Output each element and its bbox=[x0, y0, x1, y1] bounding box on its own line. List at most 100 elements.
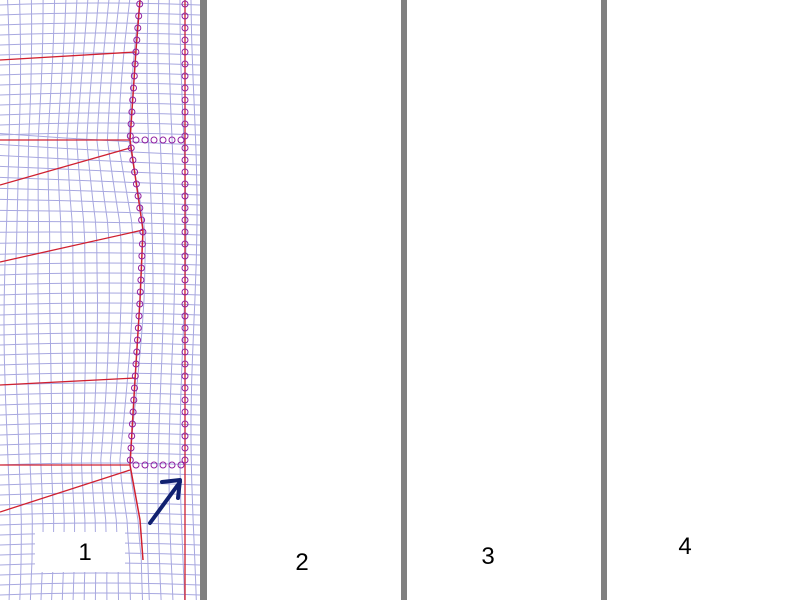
mesh-line bbox=[407, 93, 607, 95]
control-point bbox=[540, 181, 546, 187]
control-point bbox=[349, 137, 355, 143]
control-point bbox=[746, 217, 752, 223]
control-point bbox=[589, 13, 595, 19]
control-point bbox=[789, 1, 795, 7]
mesh-line bbox=[407, 242, 607, 245]
mesh-line bbox=[207, 242, 407, 245]
mesh-line bbox=[407, 188, 607, 195]
mesh-line bbox=[607, 123, 800, 125]
mesh-line bbox=[607, 523, 800, 525]
control-point bbox=[542, 337, 548, 343]
control-point bbox=[339, 385, 345, 391]
control-point bbox=[749, 462, 755, 468]
mesh-line bbox=[0, 572, 200, 576]
mesh-line bbox=[407, 333, 607, 335]
control-point bbox=[389, 337, 395, 343]
mesh-line bbox=[607, 113, 800, 115]
divider bbox=[601, 0, 607, 600]
mesh-line bbox=[0, 502, 200, 506]
mesh-line bbox=[455, 0, 462, 600]
mesh-line bbox=[407, 166, 607, 175]
control-point bbox=[181, 324, 189, 332]
mesh-line bbox=[207, 103, 407, 105]
mesh-line bbox=[207, 503, 407, 505]
mesh-line bbox=[207, 188, 407, 195]
control-point bbox=[740, 181, 746, 187]
mesh-line bbox=[407, 353, 607, 355]
control-point bbox=[740, 137, 746, 143]
control-point bbox=[338, 85, 344, 91]
control-point bbox=[346, 217, 352, 223]
control-point bbox=[385, 462, 391, 468]
control-point bbox=[545, 277, 551, 283]
block-edge bbox=[129, 0, 144, 561]
mesh-line bbox=[0, 362, 200, 366]
mesh-line bbox=[514, 0, 528, 600]
mesh-line bbox=[407, 313, 607, 315]
control-point bbox=[141, 136, 149, 144]
mesh-line bbox=[407, 513, 607, 515]
control-point bbox=[340, 462, 346, 468]
mesh-line bbox=[536, 0, 552, 600]
control-point bbox=[181, 192, 189, 200]
mesh-line bbox=[607, 23, 800, 25]
mesh-line bbox=[207, 433, 407, 435]
mesh-line bbox=[365, 0, 371, 600]
mesh-line bbox=[207, 353, 407, 355]
control-point bbox=[576, 137, 582, 143]
label-box bbox=[438, 536, 528, 576]
control-point bbox=[389, 289, 395, 295]
control-point bbox=[181, 384, 189, 392]
control-point bbox=[389, 181, 395, 187]
control-point bbox=[789, 109, 795, 115]
control-point bbox=[589, 457, 595, 463]
mesh-line bbox=[207, 523, 407, 525]
control-point bbox=[734, 457, 740, 463]
control-point bbox=[168, 136, 176, 144]
block-edge bbox=[207, 148, 337, 185]
control-point bbox=[789, 409, 795, 415]
control-point bbox=[134, 324, 142, 332]
control-point bbox=[743, 313, 749, 319]
control-point bbox=[589, 349, 595, 355]
mesh-line bbox=[611, 0, 617, 600]
control-point bbox=[136, 288, 144, 296]
mesh-line bbox=[407, 423, 607, 425]
mesh-line bbox=[411, 0, 417, 600]
mesh-line bbox=[607, 423, 800, 425]
mesh-line bbox=[407, 221, 607, 225]
block-edge bbox=[0, 469, 131, 513]
mesh-line bbox=[407, 73, 607, 75]
mesh-line bbox=[207, 293, 407, 295]
block-edge bbox=[407, 148, 537, 185]
control-point bbox=[589, 277, 595, 283]
control-point bbox=[128, 420, 136, 428]
control-point bbox=[589, 49, 595, 55]
control-point bbox=[745, 277, 751, 283]
mesh-line bbox=[56, 0, 67, 600]
mesh-line bbox=[234, 0, 240, 600]
mesh-line bbox=[76, 0, 89, 600]
control-point bbox=[789, 445, 795, 451]
control-point bbox=[181, 288, 189, 296]
control-point bbox=[789, 157, 795, 163]
mesh-line bbox=[407, 199, 607, 205]
mesh-line bbox=[207, 583, 407, 585]
control-point bbox=[589, 229, 595, 235]
control-point bbox=[181, 420, 189, 428]
control-point bbox=[746, 253, 752, 259]
control-point bbox=[349, 462, 355, 468]
control-point bbox=[181, 36, 189, 44]
mesh-line bbox=[607, 303, 800, 305]
control-point bbox=[181, 240, 189, 248]
mesh-line bbox=[14, 0, 22, 600]
mesh-line bbox=[607, 13, 800, 15]
control-point bbox=[130, 396, 138, 404]
control-point bbox=[340, 361, 346, 367]
mesh-line bbox=[207, 113, 407, 115]
panel-label: 4 bbox=[678, 533, 691, 560]
control-point bbox=[585, 462, 591, 468]
mesh-line bbox=[407, 63, 607, 65]
mesh-line bbox=[607, 513, 800, 515]
mesh-line bbox=[407, 463, 607, 465]
